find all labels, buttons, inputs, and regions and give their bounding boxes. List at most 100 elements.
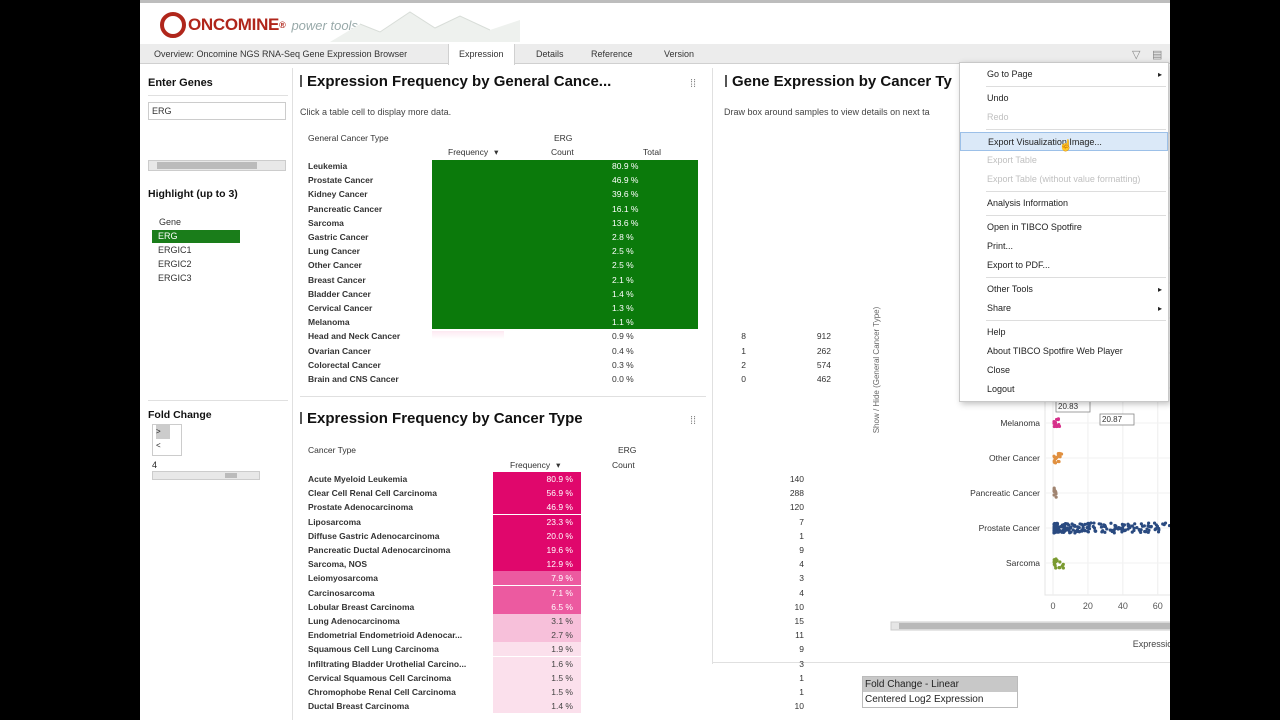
general-table-row[interactable]: Brain and CNS Cancer 0.0 % 0 462 (308, 372, 831, 386)
data-point[interactable] (1157, 526, 1161, 531)
data-point[interactable] (1086, 530, 1090, 534)
data-point[interactable] (1145, 527, 1149, 531)
menu-item-export-visualization-image[interactable]: Export Visualization Image... ☝ (960, 132, 1168, 152)
cancer-type-row[interactable]: Diffuse Gastric Adenocarcinoma 20.0 % 1 (308, 528, 804, 543)
data-point[interactable] (1052, 454, 1056, 458)
menu-item-other-tools[interactable]: Other Tools ▸ (960, 280, 1168, 299)
data-point[interactable] (1092, 521, 1096, 525)
data-point[interactable] (1059, 524, 1063, 529)
cancer-type-row[interactable]: Clear Cell Renal Cell Carcinoma 56.9 % 288 (308, 486, 804, 501)
menu-item-close[interactable]: Close (960, 361, 1168, 380)
data-point[interactable] (1070, 522, 1074, 526)
data-point[interactable] (1140, 524, 1145, 528)
menu-item-undo[interactable]: Undo (960, 89, 1168, 108)
data-point[interactable] (1055, 455, 1059, 460)
data-point[interactable] (1114, 526, 1118, 530)
data-point[interactable] (1109, 521, 1113, 525)
fold-op-lt[interactable]: < (156, 441, 161, 450)
fold-mode-linear[interactable]: Fold Change - Linear (863, 677, 1017, 692)
fold-change-scrollbar[interactable] (152, 471, 260, 480)
data-point[interactable] (1146, 524, 1150, 528)
general-table-row[interactable]: Melanoma 1.1 % 4 354 (308, 315, 831, 329)
general-table-row[interactable]: Bladder Cancer 1.4 % 3 211 (308, 287, 831, 301)
cancer-type-row[interactable]: Prostate Adenocarcinoma 46.9 % 120 (308, 500, 804, 515)
data-point[interactable] (1055, 526, 1059, 530)
data-point[interactable] (1121, 524, 1125, 528)
cancer-type-row[interactable]: Liposarcoma 23.3 % 7 (308, 514, 804, 529)
data-point[interactable] (1058, 455, 1062, 459)
cancer-type-row[interactable]: Acute Myeloid Leukemia 80.9 % 140 (308, 472, 804, 486)
data-point[interactable] (1097, 522, 1101, 526)
cancer-type-row[interactable]: Chromophobe Renal Cell Carcinoma 1.5 % 1 (308, 685, 804, 699)
data-point[interactable] (1167, 523, 1170, 528)
data-point[interactable] (1093, 529, 1097, 533)
data-point[interactable] (1058, 565, 1062, 570)
panel-menu-icon[interactable]: ⁞⁞ (690, 78, 697, 90)
data-point[interactable] (1092, 526, 1097, 530)
menu-item-share[interactable]: Share ▸ (960, 299, 1168, 318)
data-point[interactable] (1073, 523, 1077, 528)
cancer-type-row[interactable]: Pancreatic Ductal Adenocarcinoma 19.6 % 9 (308, 543, 804, 557)
fold-op-gt[interactable]: > (156, 425, 170, 439)
data-point[interactable] (1054, 417, 1059, 422)
general-table-row[interactable]: Ovarian Cancer 0.4 % 1 262 (308, 344, 831, 358)
data-point[interactable] (1161, 522, 1165, 526)
chart-hscroll-thumb[interactable] (899, 623, 1170, 629)
gene-item-ergic1[interactable]: ERGIC1 (158, 245, 192, 255)
data-point[interactable] (1053, 523, 1057, 527)
data-point[interactable] (1059, 452, 1064, 456)
data-point[interactable] (1057, 423, 1061, 427)
cancer-type-row[interactable]: Endometrial Endometrioid Adenocar... 2.7 … (308, 628, 804, 643)
data-point[interactable] (1057, 529, 1061, 534)
data-point[interactable] (1099, 525, 1104, 529)
data-point[interactable] (1056, 451, 1060, 456)
data-point[interactable] (1087, 527, 1092, 531)
menu-item-logout[interactable]: Logout (960, 380, 1168, 399)
general-table-row[interactable]: Sarcoma 13.6 % 14 103 (308, 216, 831, 230)
data-point[interactable] (1133, 522, 1137, 526)
menu-item-analysis-information[interactable]: Analysis Information (960, 194, 1168, 213)
frequency-header-2[interactable]: Frequency ▾ (510, 460, 560, 471)
data-point[interactable] (1147, 521, 1151, 525)
data-point[interactable] (1080, 522, 1084, 526)
data-point[interactable] (1071, 528, 1075, 532)
cancer-type-row[interactable]: Infiltrating Bladder Urothelial Carcino.… (308, 656, 804, 671)
general-table-row[interactable]: Kidney Cancer 39.6 % 290 733 (308, 187, 831, 201)
frequency-header[interactable]: Frequency ▾ (448, 147, 498, 158)
gene-item-ergic2[interactable]: ERGIC2 (158, 259, 192, 269)
data-point[interactable] (1052, 530, 1056, 535)
general-table-row[interactable]: Lung Cancer 2.5 % 24 970 (308, 244, 831, 258)
cancer-type-row[interactable]: Cervical Squamous Cell Carcinoma 1.5 % 1 (308, 670, 804, 685)
data-point[interactable] (1057, 459, 1061, 464)
data-point[interactable] (1063, 522, 1067, 526)
tab-overview[interactable]: Overview: Oncomine NGS RNA-Seq Gene Expr… (154, 49, 408, 59)
tab-details[interactable]: Details (536, 49, 564, 59)
data-point[interactable] (1054, 423, 1058, 427)
data-point[interactable] (1067, 523, 1071, 527)
data-point[interactable] (1081, 526, 1085, 530)
general-table-row[interactable]: Pancreatic Cancer 16.1 % 9 56 (308, 202, 831, 216)
menu-item-help[interactable]: Help (960, 323, 1168, 342)
cancer-type-row[interactable]: Carcinosarcoma 7.1 % 4 (308, 585, 804, 600)
data-point[interactable] (1077, 530, 1082, 534)
cancer-type-row[interactable]: Leiomyosarcoma 7.9 % 3 (308, 571, 804, 586)
data-point[interactable] (1110, 528, 1114, 532)
data-point[interactable] (1089, 521, 1093, 525)
data-point[interactable] (1061, 562, 1065, 567)
general-table-row[interactable]: Leukemia 80.9 % 140 173 (308, 159, 831, 173)
fold-mode-log2[interactable]: Centered Log2 Expression (865, 694, 984, 705)
menu-item-about-tibco-spotfire-web-player[interactable]: About TIBCO Spotfire Web Player (960, 342, 1168, 361)
data-point[interactable] (1052, 526, 1056, 530)
data-point[interactable] (1132, 526, 1136, 530)
data-point[interactable] (1139, 522, 1143, 526)
cancer-type-row[interactable]: Sarcoma, NOS 12.9 % 4 (308, 557, 804, 572)
fold-change-operator-list[interactable]: > < (152, 424, 182, 456)
data-point[interactable] (1123, 528, 1127, 532)
data-point[interactable] (1058, 560, 1062, 564)
data-point[interactable] (1074, 529, 1079, 534)
data-point[interactable] (1105, 527, 1109, 531)
general-table-row[interactable]: Head and Neck Cancer 0.9 % 8 912 (308, 329, 831, 343)
filter-icon[interactable]: ▽ (1132, 49, 1141, 61)
tab-reference[interactable]: Reference (591, 49, 633, 59)
data-point[interactable] (1054, 566, 1058, 570)
